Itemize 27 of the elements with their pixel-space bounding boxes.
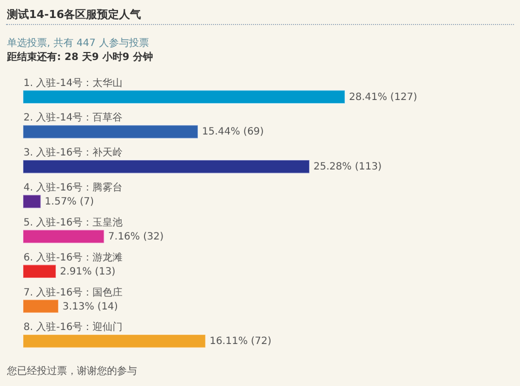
bar [22, 264, 56, 278]
data-label: 16.11% (72) [210, 336, 272, 348]
y-tick-label: 5. 入驻-16号：玉皇池 [24, 216, 123, 228]
y-tick-label: 7. 入驻-16号：国色庄 [24, 286, 123, 298]
y-tick-label: 4. 入驻-16号：腾雾台 [24, 182, 123, 194]
text: 距结束还有: 28 天9 小时9 分钟 [7, 50, 153, 64]
data-label: 15.44% (69) [202, 126, 264, 138]
data-label: 7.16% (32) [108, 231, 164, 242]
y-tick-label: 8. 入驻-16号：迎仙门 [24, 321, 123, 334]
data-label: 3.13% (14) [62, 301, 118, 312]
bar [22, 90, 346, 104]
data-label: 25.28% (113) [314, 162, 382, 173]
bar [22, 160, 310, 174]
bar [22, 229, 105, 244]
y-tick-label: 2. 入驻-14号：百草谷 [24, 112, 123, 124]
data-label: 28.41% (127) [348, 92, 418, 103]
y-tick-label: 3. 入驻-16号：补天岭 [24, 146, 123, 159]
data-label: 2.91% (13) [60, 266, 116, 278]
text: 您已经投过票，谢谢您的参与 [7, 364, 137, 378]
bar [22, 334, 206, 348]
data-label: 1.57% (7) [44, 196, 94, 208]
y-tick-label: 6. 入驻-16号：游龙滩 [24, 251, 123, 264]
bar [22, 299, 59, 314]
bar [22, 194, 42, 209]
chart-subtitle: 单选投票, 共有 447 人参与投票 [7, 36, 149, 50]
bar [22, 124, 198, 139]
chart-title: 测试14-16各区服预定人气 [7, 7, 142, 22]
